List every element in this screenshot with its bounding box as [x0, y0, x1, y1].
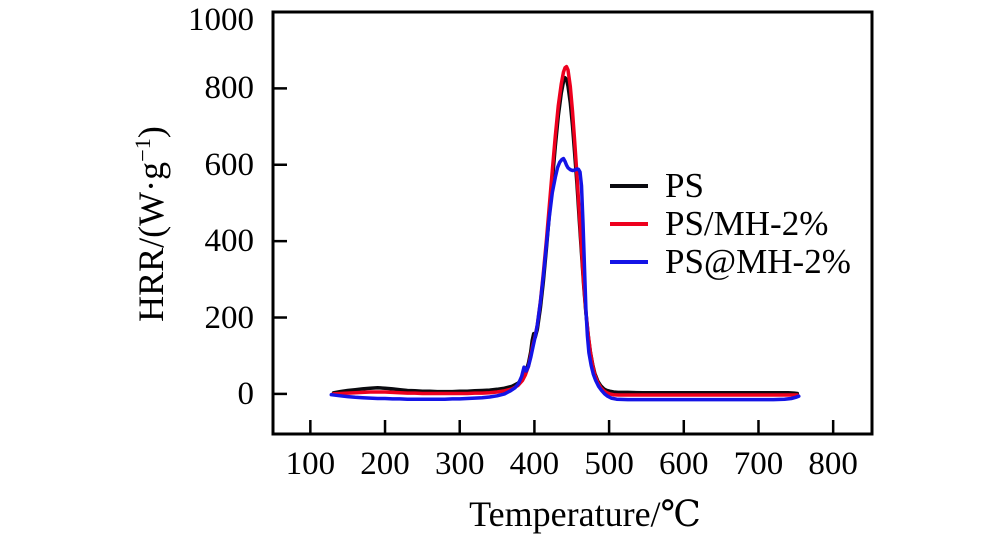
- series-line-PS/MH-2%: [331, 64, 800, 397]
- x-tick-label: 600: [659, 446, 709, 482]
- y-axis-label-text: HRR/(W·g: [131, 161, 171, 322]
- y-tick-label: 200: [204, 299, 255, 336]
- y-tick-label: 1000: [188, 2, 254, 38]
- legend-line-swatch: [610, 260, 648, 264]
- legend: PS PS/MH-2% PS@MH-2%: [610, 167, 851, 281]
- y-tick-label: 0: [237, 375, 255, 412]
- x-tick-label: 700: [733, 446, 784, 482]
- legend-label: PS: [665, 166, 704, 205]
- y-axis-label-close: ): [131, 126, 171, 139]
- y-tick-label: 800: [204, 70, 255, 107]
- legend-line-swatch: [610, 222, 648, 226]
- series-line-PS@MH-2%: [329, 156, 801, 402]
- y-tick-label: 400: [204, 223, 255, 260]
- legend-entry: PS: [610, 167, 851, 205]
- x-axis-label: Temperature/℃: [469, 494, 701, 534]
- legend-label: PS@MH-2%: [665, 242, 851, 281]
- y-axis-label: HRR/(W·g−1): [123, 126, 171, 322]
- y-tick-label: 600: [204, 146, 255, 183]
- x-tick-label: 300: [434, 446, 485, 482]
- legend-label: PS/MH-2%: [665, 204, 829, 243]
- x-tick-label: 200: [360, 446, 410, 482]
- legend-entry: PS@MH-2%: [610, 243, 851, 281]
- x-tick-label: 800: [808, 446, 858, 482]
- y-axis-label-superscript: −1: [130, 138, 155, 162]
- legend-entry: PS/MH-2%: [610, 205, 851, 243]
- x-tick-label: 500: [584, 446, 634, 482]
- legend-line-swatch: [610, 184, 648, 188]
- plot-frame: [271, 10, 874, 436]
- x-tick-label: 100: [285, 446, 336, 482]
- x-tick-label: 400: [509, 446, 560, 482]
